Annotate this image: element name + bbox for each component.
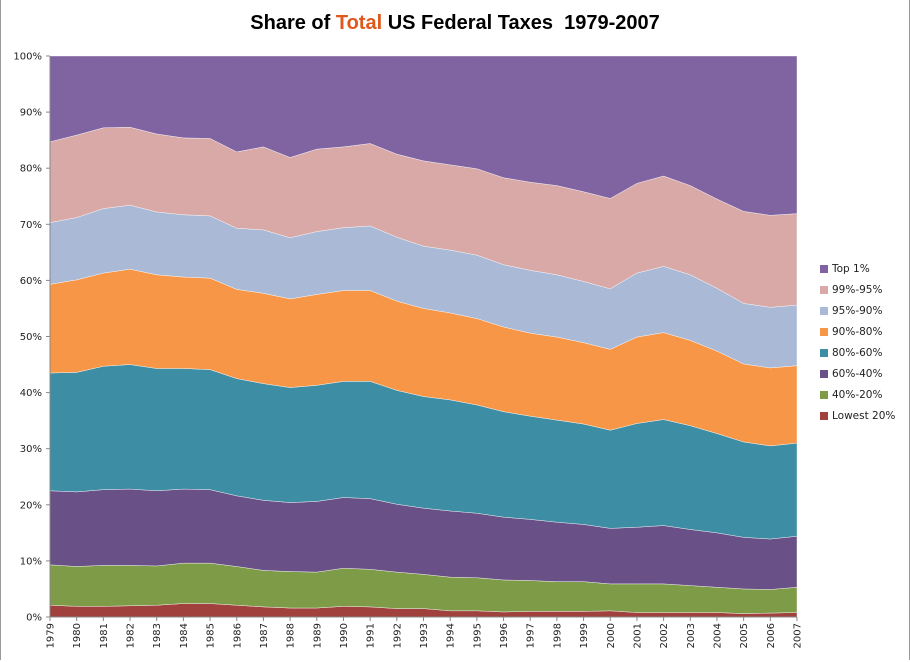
y-tick-label: 0% [26,613,42,624]
legend-swatch [820,285,828,294]
x-tick-label: 2000 [606,623,617,648]
y-tick-label: 10% [20,556,42,567]
y-tick-label: 80% [20,164,42,175]
y-tick-label: 30% [20,444,42,455]
legend-swatch [820,348,828,357]
x-tick-label: 1992 [392,623,403,648]
area-top-1- [49,55,798,216]
title-part: Share of [250,12,336,34]
legend-item: 60%-40% [820,363,895,384]
legend-label: 80%-60% [832,346,883,359]
y-tick-label: 50% [20,332,42,343]
legend-item: 99%-95% [820,279,895,300]
title-part: US Federal Taxes 1979-2007 [382,12,660,34]
x-tick-label: 2004 [712,623,723,648]
x-tick-label: 1994 [446,623,457,648]
legend-swatch [820,390,828,399]
x-tick-label: 1999 [579,623,590,648]
legend-item: 80%-60% [820,342,895,363]
y-tick-label: 60% [20,276,42,287]
x-tick-label: 1986 [232,623,243,648]
legend-label: 40%-20% [832,388,883,401]
x-tick-label: 1991 [366,623,377,648]
legend-label: 99%-95% [832,283,883,296]
y-tick-label: 70% [20,220,42,231]
legend-item: 90%-80% [820,321,895,342]
x-tick-label: 1996 [499,623,510,648]
legend-item: Top 1% [820,258,895,279]
x-tick-label: 1980 [72,623,83,648]
x-tick-label: 1984 [179,623,190,648]
x-tick-label: 1979 [46,623,57,648]
x-tick-label: 1995 [472,623,483,648]
x-tick-label: 1998 [552,623,563,648]
x-tick-label: 2003 [686,623,697,648]
x-tick-label: 1990 [339,623,350,648]
y-tick-label: 20% [20,500,42,511]
x-tick-label: 2006 [766,623,777,648]
legend-swatch [820,327,828,336]
legend-label: 90%-80% [832,325,883,338]
x-tick-label: 2007 [793,623,804,648]
x-tick-label: 1993 [419,623,430,648]
x-tick-label: 2005 [739,623,750,648]
y-tick-label: 100% [13,52,42,63]
x-tick-label: 1981 [99,623,110,648]
x-tick-label: 1983 [152,623,163,648]
x-tick-label: 1988 [286,623,297,648]
y-tick-label: 90% [20,108,42,119]
legend-swatch [820,306,828,315]
x-tick-label: 1982 [126,623,137,648]
title-part-highlight: Total [335,12,383,34]
legend-item: 40%-20% [820,384,895,405]
legend-label: 60%-40% [832,367,883,380]
x-tick-label: 2001 [632,623,643,648]
legend-swatch [820,369,828,378]
legend: Top 1% 99%-95% 95%-90% 90%-80% 80%-60% 60%-40… [820,258,895,426]
legend-swatch [820,411,828,420]
legend-label: Top 1% [832,262,870,275]
legend-item: 95%-90% [820,300,895,321]
x-tick-label: 1989 [312,623,323,648]
x-tick-label: 1985 [206,623,217,648]
legend-item: Lowest 20% [820,405,895,426]
legend-label: 95%-90% [832,304,883,317]
x-tick-label: 1987 [259,623,270,648]
y-tick-label: 40% [20,388,42,399]
legend-label: Lowest 20% [832,409,896,422]
x-tick-label: 2002 [659,623,670,648]
legend-swatch [820,264,828,273]
x-tick-label: 1997 [526,623,537,648]
chart-title: Share of Total US Federal Taxes 1979-200… [0,12,910,35]
